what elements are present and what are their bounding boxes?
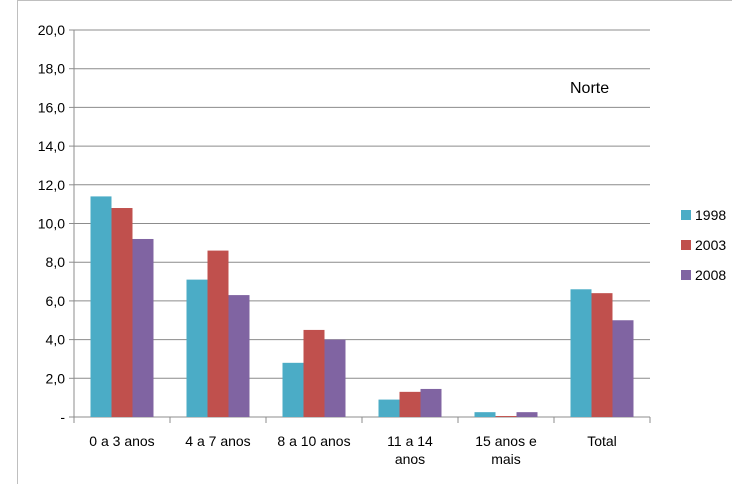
y-tick-label: 18,0 xyxy=(38,61,65,77)
bar-2003 xyxy=(303,329,325,417)
bar-2008 xyxy=(612,320,634,417)
bar-1998 xyxy=(474,412,496,417)
y-tick-label: 20,0 xyxy=(38,22,65,38)
chart-frame xyxy=(17,0,732,484)
bar-1998 xyxy=(186,279,208,417)
y-tick-label: - xyxy=(60,409,65,425)
x-category-label: mais xyxy=(491,451,521,467)
bar-2003 xyxy=(591,293,613,417)
bar-2008 xyxy=(324,339,346,417)
bar-2008 xyxy=(132,238,154,417)
x-category-labels: 0 a 3 anos 4 a 7 anos 8 a 10 anos 11 a 14 an… xyxy=(89,433,616,467)
x-category-label: 0 a 3 anos xyxy=(89,433,154,449)
x-category-label: anos xyxy=(395,451,425,467)
y-tick-label: 14,0 xyxy=(38,138,65,154)
bar-1998 xyxy=(90,196,112,417)
bar-2008 xyxy=(228,295,250,417)
x-category-label: 11 a 14 xyxy=(387,433,433,449)
bar-1998 xyxy=(378,399,400,417)
legend-label-1998: 1998 xyxy=(695,207,726,223)
legend-swatch-1998 xyxy=(681,210,691,220)
axes xyxy=(69,29,651,423)
bar-1998 xyxy=(570,289,592,417)
x-category-label: 8 a 10 anos xyxy=(277,433,350,449)
y-tick-label: 10,0 xyxy=(38,216,65,232)
legend-swatch-2008 xyxy=(681,270,691,280)
bar-2003 xyxy=(111,208,133,417)
bars xyxy=(90,196,634,417)
y-tick-label: 8,0 xyxy=(46,254,66,270)
x-category-label: Total xyxy=(587,433,617,449)
y-tick-labels: - 2,0 4,0 6,0 8,0 10,0 12,0 14,0 16,0 18,0 20,0 xyxy=(38,22,66,425)
legend-swatch-2003 xyxy=(681,240,691,250)
legend-label-2008: 2008 xyxy=(695,267,726,283)
bar-2008 xyxy=(516,412,538,417)
legend: 1998 2003 2008 xyxy=(681,207,726,283)
y-tick-label: 6,0 xyxy=(46,293,66,309)
x-category-label: 15 anos e xyxy=(475,433,537,449)
y-tick-label: 2,0 xyxy=(46,370,66,386)
y-tick-label: 16,0 xyxy=(38,99,65,115)
legend-label-2003: 2003 xyxy=(695,237,726,253)
y-tick-label: 4,0 xyxy=(46,332,66,348)
y-tick-label: 12,0 xyxy=(38,177,65,193)
bar-2003 xyxy=(495,416,517,417)
x-category-label: 4 a 7 anos xyxy=(185,433,250,449)
bar-1998 xyxy=(282,362,304,417)
bar-2003 xyxy=(207,250,229,417)
gridlines xyxy=(74,29,650,379)
bar-2003 xyxy=(399,391,421,417)
region-annotation: Norte xyxy=(570,80,609,97)
bar-2008 xyxy=(420,388,442,417)
